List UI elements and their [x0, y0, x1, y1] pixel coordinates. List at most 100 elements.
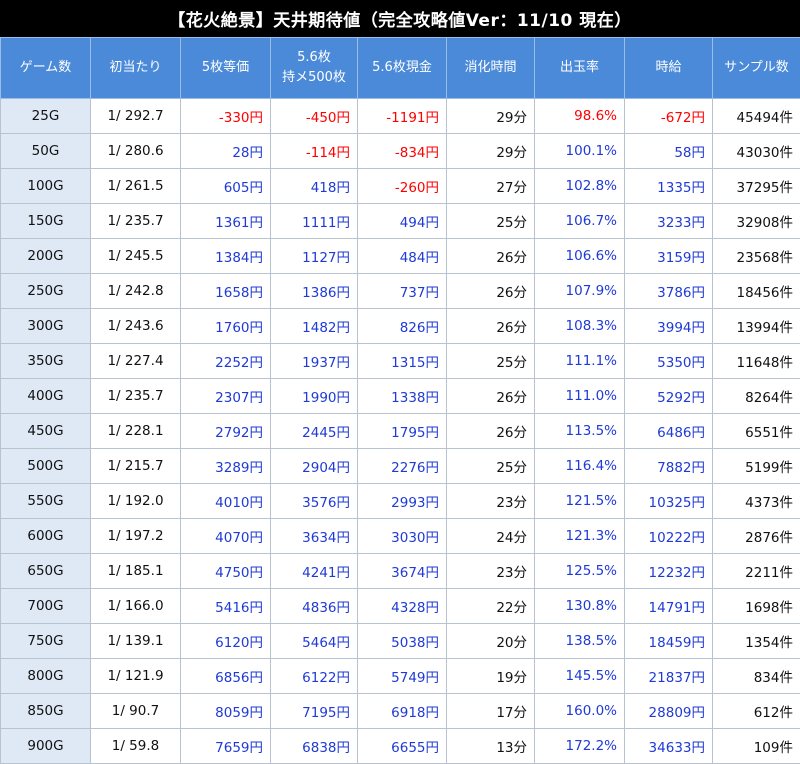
- cell-play-time: 26分: [447, 379, 535, 414]
- cell-hourly-wage: 3233円: [625, 204, 713, 239]
- cell-payout-rate: 160.0%: [535, 694, 625, 729]
- cell-play-time: 29分: [447, 99, 535, 134]
- cell-first-hit: 1/ 245.5: [91, 239, 181, 274]
- cell-5-6-coin-held-500: -114円: [271, 134, 358, 169]
- cell-hourly-wage: 3994円: [625, 309, 713, 344]
- header-payout-rate: 出玉率: [535, 38, 625, 99]
- cell-5-coin-equal: 8059円: [181, 694, 271, 729]
- cell-5-6-coin-cash: 494円: [358, 204, 447, 239]
- cell-5-6-coin-cash: 6655円: [358, 729, 447, 764]
- cell-sample-count: 5199件: [713, 449, 800, 484]
- cell-first-hit: 1/ 261.5: [91, 169, 181, 204]
- cell-first-hit: 1/ 121.9: [91, 659, 181, 694]
- cell-5-6-coin-cash: 3030円: [358, 519, 447, 554]
- cell-5-6-coin-cash: 6918円: [358, 694, 447, 729]
- cell-payout-rate: 116.4%: [535, 449, 625, 484]
- cell-5-6-coin-cash: 2276円: [358, 449, 447, 484]
- cell-hourly-wage: -672円: [625, 99, 713, 134]
- cell-play-time: 23分: [447, 484, 535, 519]
- cell-first-hit: 1/ 235.7: [91, 379, 181, 414]
- cell-sample-count: 18456件: [713, 274, 800, 309]
- cell-game-count: 300G: [1, 309, 91, 344]
- cell-5-6-coin-held-500: 4836円: [271, 589, 358, 624]
- cell-sample-count: 2211件: [713, 554, 800, 589]
- cell-game-count: 150G: [1, 204, 91, 239]
- cell-5-coin-equal: 3289円: [181, 449, 271, 484]
- cell-5-6-coin-held-500: 7195円: [271, 694, 358, 729]
- cell-game-count: 850G: [1, 694, 91, 729]
- header-5-6-coin-cash: 5.6枚現金: [358, 38, 447, 99]
- cell-5-6-coin-cash: 3674円: [358, 554, 447, 589]
- cell-play-time: 24分: [447, 519, 535, 554]
- cell-5-6-coin-held-500: -450円: [271, 99, 358, 134]
- cell-5-6-coin-cash: 2993円: [358, 484, 447, 519]
- cell-play-time: 25分: [447, 449, 535, 484]
- header-play-time: 消化時間: [447, 38, 535, 99]
- cell-play-time: 26分: [447, 414, 535, 449]
- cell-first-hit: 1/ 166.0: [91, 589, 181, 624]
- cell-first-hit: 1/ 215.7: [91, 449, 181, 484]
- cell-hourly-wage: 21837円: [625, 659, 713, 694]
- cell-payout-rate: 172.2%: [535, 729, 625, 764]
- cell-game-count: 250G: [1, 274, 91, 309]
- cell-first-hit: 1/ 185.1: [91, 554, 181, 589]
- cell-sample-count: 612件: [713, 694, 800, 729]
- cell-payout-rate: 111.0%: [535, 379, 625, 414]
- cell-payout-rate: 107.9%: [535, 274, 625, 309]
- cell-game-count: 450G: [1, 414, 91, 449]
- cell-first-hit: 1/ 59.8: [91, 729, 181, 764]
- cell-payout-rate: 145.5%: [535, 659, 625, 694]
- cell-5-coin-equal: 5416円: [181, 589, 271, 624]
- cell-5-6-coin-cash: -1191円: [358, 99, 447, 134]
- cell-5-coin-equal: 1658円: [181, 274, 271, 309]
- cell-5-6-coin-cash: -260円: [358, 169, 447, 204]
- cell-first-hit: 1/ 139.1: [91, 624, 181, 659]
- table-header-row: ゲーム数 初当たり 5枚等価 5.6枚持メ500枚 5.6枚現金 消化時間 出玉…: [1, 38, 800, 99]
- cell-sample-count: 2876件: [713, 519, 800, 554]
- cell-first-hit: 1/ 228.1: [91, 414, 181, 449]
- cell-hourly-wage: 28809円: [625, 694, 713, 729]
- cell-sample-count: 11648件: [713, 344, 800, 379]
- cell-5-6-coin-held-500: 1937円: [271, 344, 358, 379]
- header-hourly-wage: 時給: [625, 38, 713, 99]
- cell-5-coin-equal: 1384円: [181, 239, 271, 274]
- cell-5-6-coin-cash: 1315円: [358, 344, 447, 379]
- cell-5-6-coin-held-500: 1482円: [271, 309, 358, 344]
- cell-5-6-coin-cash: 5038円: [358, 624, 447, 659]
- cell-payout-rate: 100.1%: [535, 134, 625, 169]
- cell-hourly-wage: 5350円: [625, 344, 713, 379]
- expected-value-table: ゲーム数 初当たり 5枚等価 5.6枚持メ500枚 5.6枚現金 消化時間 出玉…: [0, 37, 800, 764]
- cell-payout-rate: 138.5%: [535, 624, 625, 659]
- cell-payout-rate: 111.1%: [535, 344, 625, 379]
- cell-5-6-coin-held-500: 2904円: [271, 449, 358, 484]
- cell-payout-rate: 125.5%: [535, 554, 625, 589]
- cell-hourly-wage: 12232円: [625, 554, 713, 589]
- cell-5-coin-equal: 2307円: [181, 379, 271, 414]
- cell-hourly-wage: 1335円: [625, 169, 713, 204]
- cell-5-coin-equal: 7659円: [181, 729, 271, 764]
- cell-5-6-coin-held-500: 3634円: [271, 519, 358, 554]
- cell-play-time: 13分: [447, 729, 535, 764]
- cell-sample-count: 109件: [713, 729, 800, 764]
- cell-5-coin-equal: 4750円: [181, 554, 271, 589]
- cell-5-6-coin-held-500: 4241円: [271, 554, 358, 589]
- cell-payout-rate: 121.3%: [535, 519, 625, 554]
- header-5-coin-equal: 5枚等価: [181, 38, 271, 99]
- cell-game-count: 600G: [1, 519, 91, 554]
- cell-play-time: 29分: [447, 134, 535, 169]
- page-title: 【花火絶景】天井期待値（完全攻略値Ver：11/10 現在）: [0, 0, 800, 37]
- cell-play-time: 26分: [447, 239, 535, 274]
- cell-sample-count: 8264件: [713, 379, 800, 414]
- cell-hourly-wage: 6486円: [625, 414, 713, 449]
- cell-sample-count: 13994件: [713, 309, 800, 344]
